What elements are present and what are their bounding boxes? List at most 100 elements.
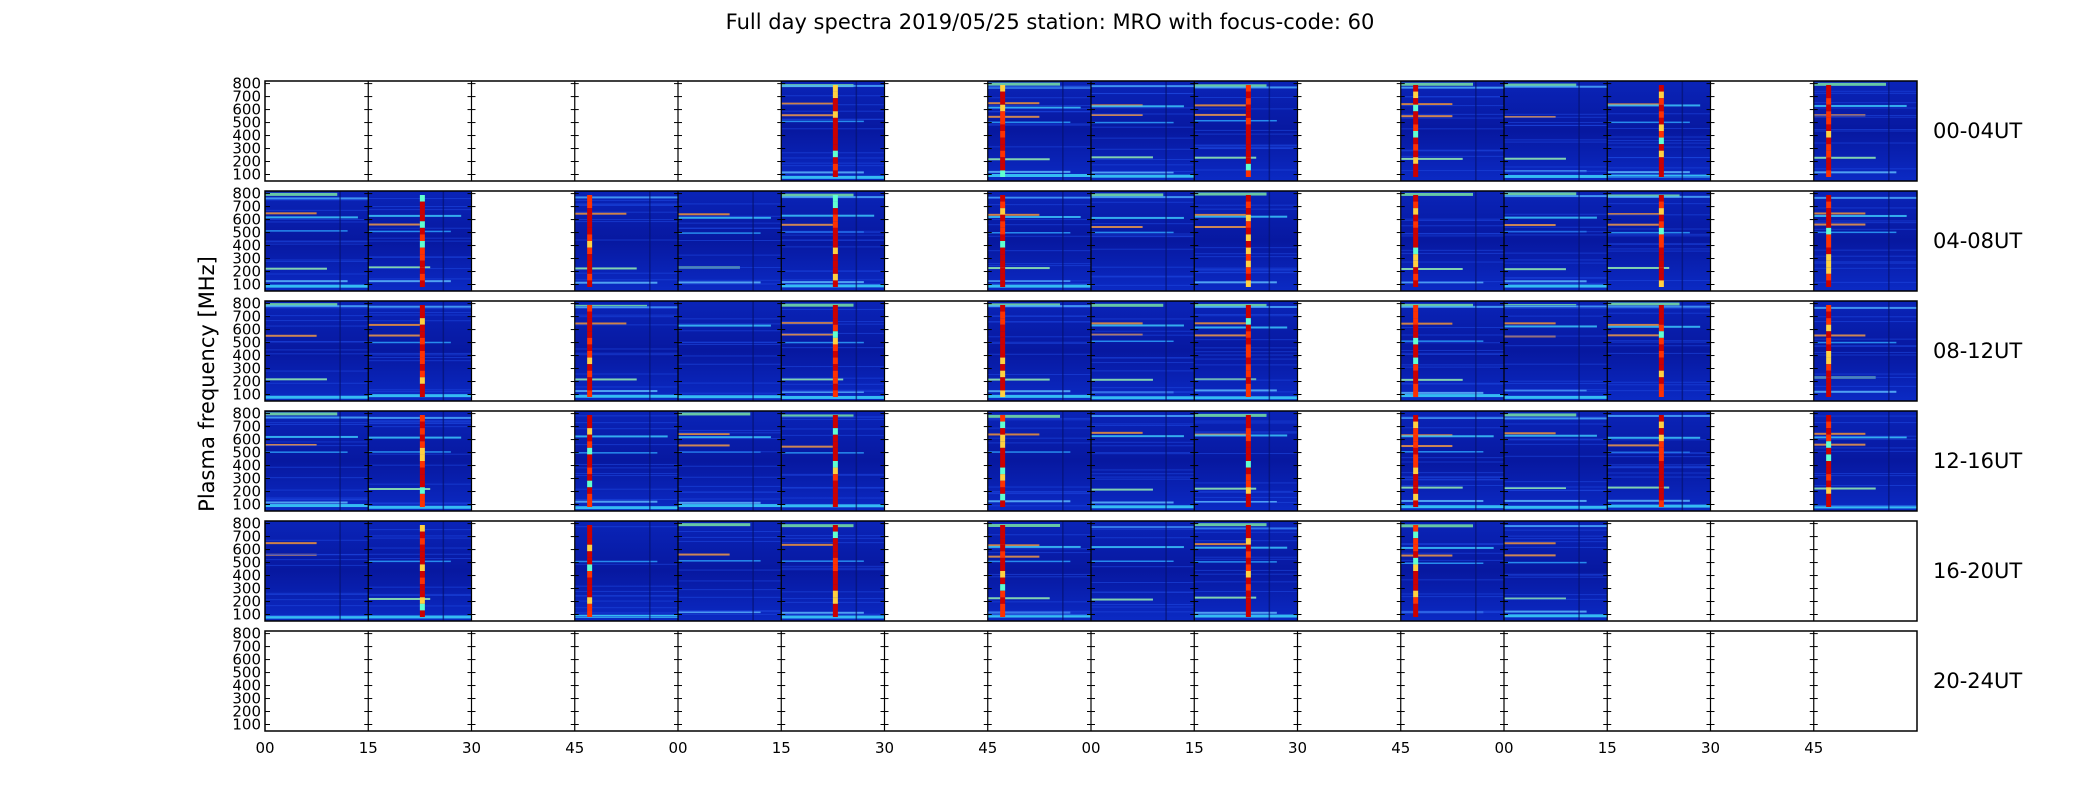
y-tick-label: 800 — [232, 295, 261, 313]
spectrum-segment — [1091, 411, 1195, 511]
y-tick-label: 700 — [232, 418, 261, 436]
spectrum-segment — [1400, 301, 1504, 401]
broadband-burst — [419, 525, 425, 617]
y-tick-label: 800 — [232, 75, 261, 93]
y-tick-label: 200 — [232, 153, 261, 171]
y-tick-label: 100 — [232, 386, 261, 404]
y-tick-label: 800 — [232, 625, 261, 643]
y-tick-label: 100 — [232, 496, 261, 514]
spectrum-segment — [987, 81, 1091, 181]
x-tick-label: 30 — [462, 739, 481, 757]
broadband-burst — [832, 85, 838, 177]
broadband-burst — [1826, 415, 1832, 507]
spectrum-segment — [1194, 301, 1298, 401]
spectrum-segment — [987, 411, 1091, 511]
spectrum-segment — [1813, 191, 1917, 291]
spectrum-segment — [1813, 81, 1917, 181]
spectrum-segment — [1607, 301, 1711, 401]
spectrum-segment — [781, 301, 885, 401]
y-tick-label: 600 — [232, 321, 261, 339]
y-tick-label: 300 — [232, 580, 261, 598]
spectrum-segment — [368, 191, 472, 291]
y-tick-label: 400 — [232, 237, 261, 255]
chart-title: Full day spectra 2019/05/25 station: MRO… — [725, 10, 1375, 34]
y-tick-label: 600 — [232, 431, 261, 449]
y-tick-label: 400 — [232, 567, 261, 585]
broadband-burst — [832, 525, 838, 617]
broadband-burst — [587, 525, 593, 617]
y-tick-label: 100 — [232, 166, 261, 184]
spectrum-segment — [1194, 411, 1298, 511]
broadband-burst — [419, 195, 425, 287]
broadband-burst — [1245, 85, 1251, 177]
y-tick-label: 800 — [232, 515, 261, 533]
spectrum-segment — [1504, 191, 1608, 291]
spectrum-segment — [781, 521, 885, 621]
spectrum-segment — [1813, 411, 1917, 511]
spectrum-segment — [781, 191, 885, 291]
x-tick-label: 45 — [565, 739, 584, 757]
y-tick-label: 800 — [232, 405, 261, 423]
spectrum-segment — [678, 301, 782, 401]
x-tick-label: 45 — [1391, 739, 1410, 757]
spectrum-segment — [265, 411, 369, 511]
y-tick-label: 500 — [232, 334, 261, 352]
spectrum-segment — [987, 301, 1091, 401]
spectrum-segment — [1091, 191, 1195, 291]
broadband-burst — [832, 195, 838, 287]
spectrum-segment — [574, 521, 678, 621]
row-label: 16-20UT — [1933, 559, 2022, 583]
y-tick-label: 700 — [232, 528, 261, 546]
y-tick-label: 600 — [232, 211, 261, 229]
broadband-burst — [587, 305, 593, 397]
y-tick-label: 700 — [232, 638, 261, 656]
spectrum-segment — [1091, 521, 1195, 621]
y-tick-label: 700 — [232, 198, 261, 216]
y-tick-label: 100 — [232, 716, 261, 734]
y-tick-label: 200 — [232, 593, 261, 611]
spectrum-segment — [265, 521, 369, 621]
row-label: 12-16UT — [1933, 449, 2022, 473]
y-axis-label: Plasma frequency [MHz] — [195, 256, 219, 512]
y-tick-label: 300 — [232, 360, 261, 378]
spectrum-segment — [1607, 81, 1711, 181]
row-panels: 10020030040050060070080000-04UT100200300… — [232, 75, 2022, 734]
broadband-burst — [1413, 85, 1419, 177]
x-tick-label: 00 — [668, 739, 687, 757]
row-label: 08-12UT — [1933, 339, 2022, 363]
broadband-burst — [1000, 195, 1006, 287]
y-tick-label: 500 — [232, 554, 261, 572]
broadband-burst — [1658, 195, 1664, 287]
x-axis: 00 15 30 45 00 15 30 45 00 15 30 45 00 15 30 45 — [255, 739, 1823, 757]
spectrum-segment — [1091, 81, 1195, 181]
y-tick-label: 300 — [232, 140, 261, 158]
broadband-burst — [587, 415, 593, 507]
broadband-burst — [1245, 415, 1251, 507]
row-label: 04-08UT — [1933, 229, 2022, 253]
y-tick-label: 400 — [232, 347, 261, 365]
x-tick-label: 00 — [1494, 739, 1513, 757]
broadband-burst — [1000, 305, 1006, 397]
x-tick-label: 45 — [1804, 739, 1823, 757]
y-tick-label: 500 — [232, 224, 261, 242]
spectrum-segment — [368, 521, 472, 621]
spectrum-segment — [781, 81, 885, 181]
y-tick-label: 600 — [232, 101, 261, 119]
spectrum-segment — [574, 191, 678, 291]
spectrum-segment — [678, 411, 782, 511]
spectrum-segment — [1607, 191, 1711, 291]
spectrum-segment — [574, 411, 678, 511]
spectrum-segment — [1504, 411, 1608, 511]
y-tick-label: 600 — [232, 651, 261, 669]
spectrum-segment — [1504, 301, 1608, 401]
spectrum-segment — [1400, 191, 1504, 291]
spectrum-segment — [574, 301, 678, 401]
spectrum-segment — [1091, 301, 1195, 401]
spectrum-segment — [1504, 521, 1608, 621]
